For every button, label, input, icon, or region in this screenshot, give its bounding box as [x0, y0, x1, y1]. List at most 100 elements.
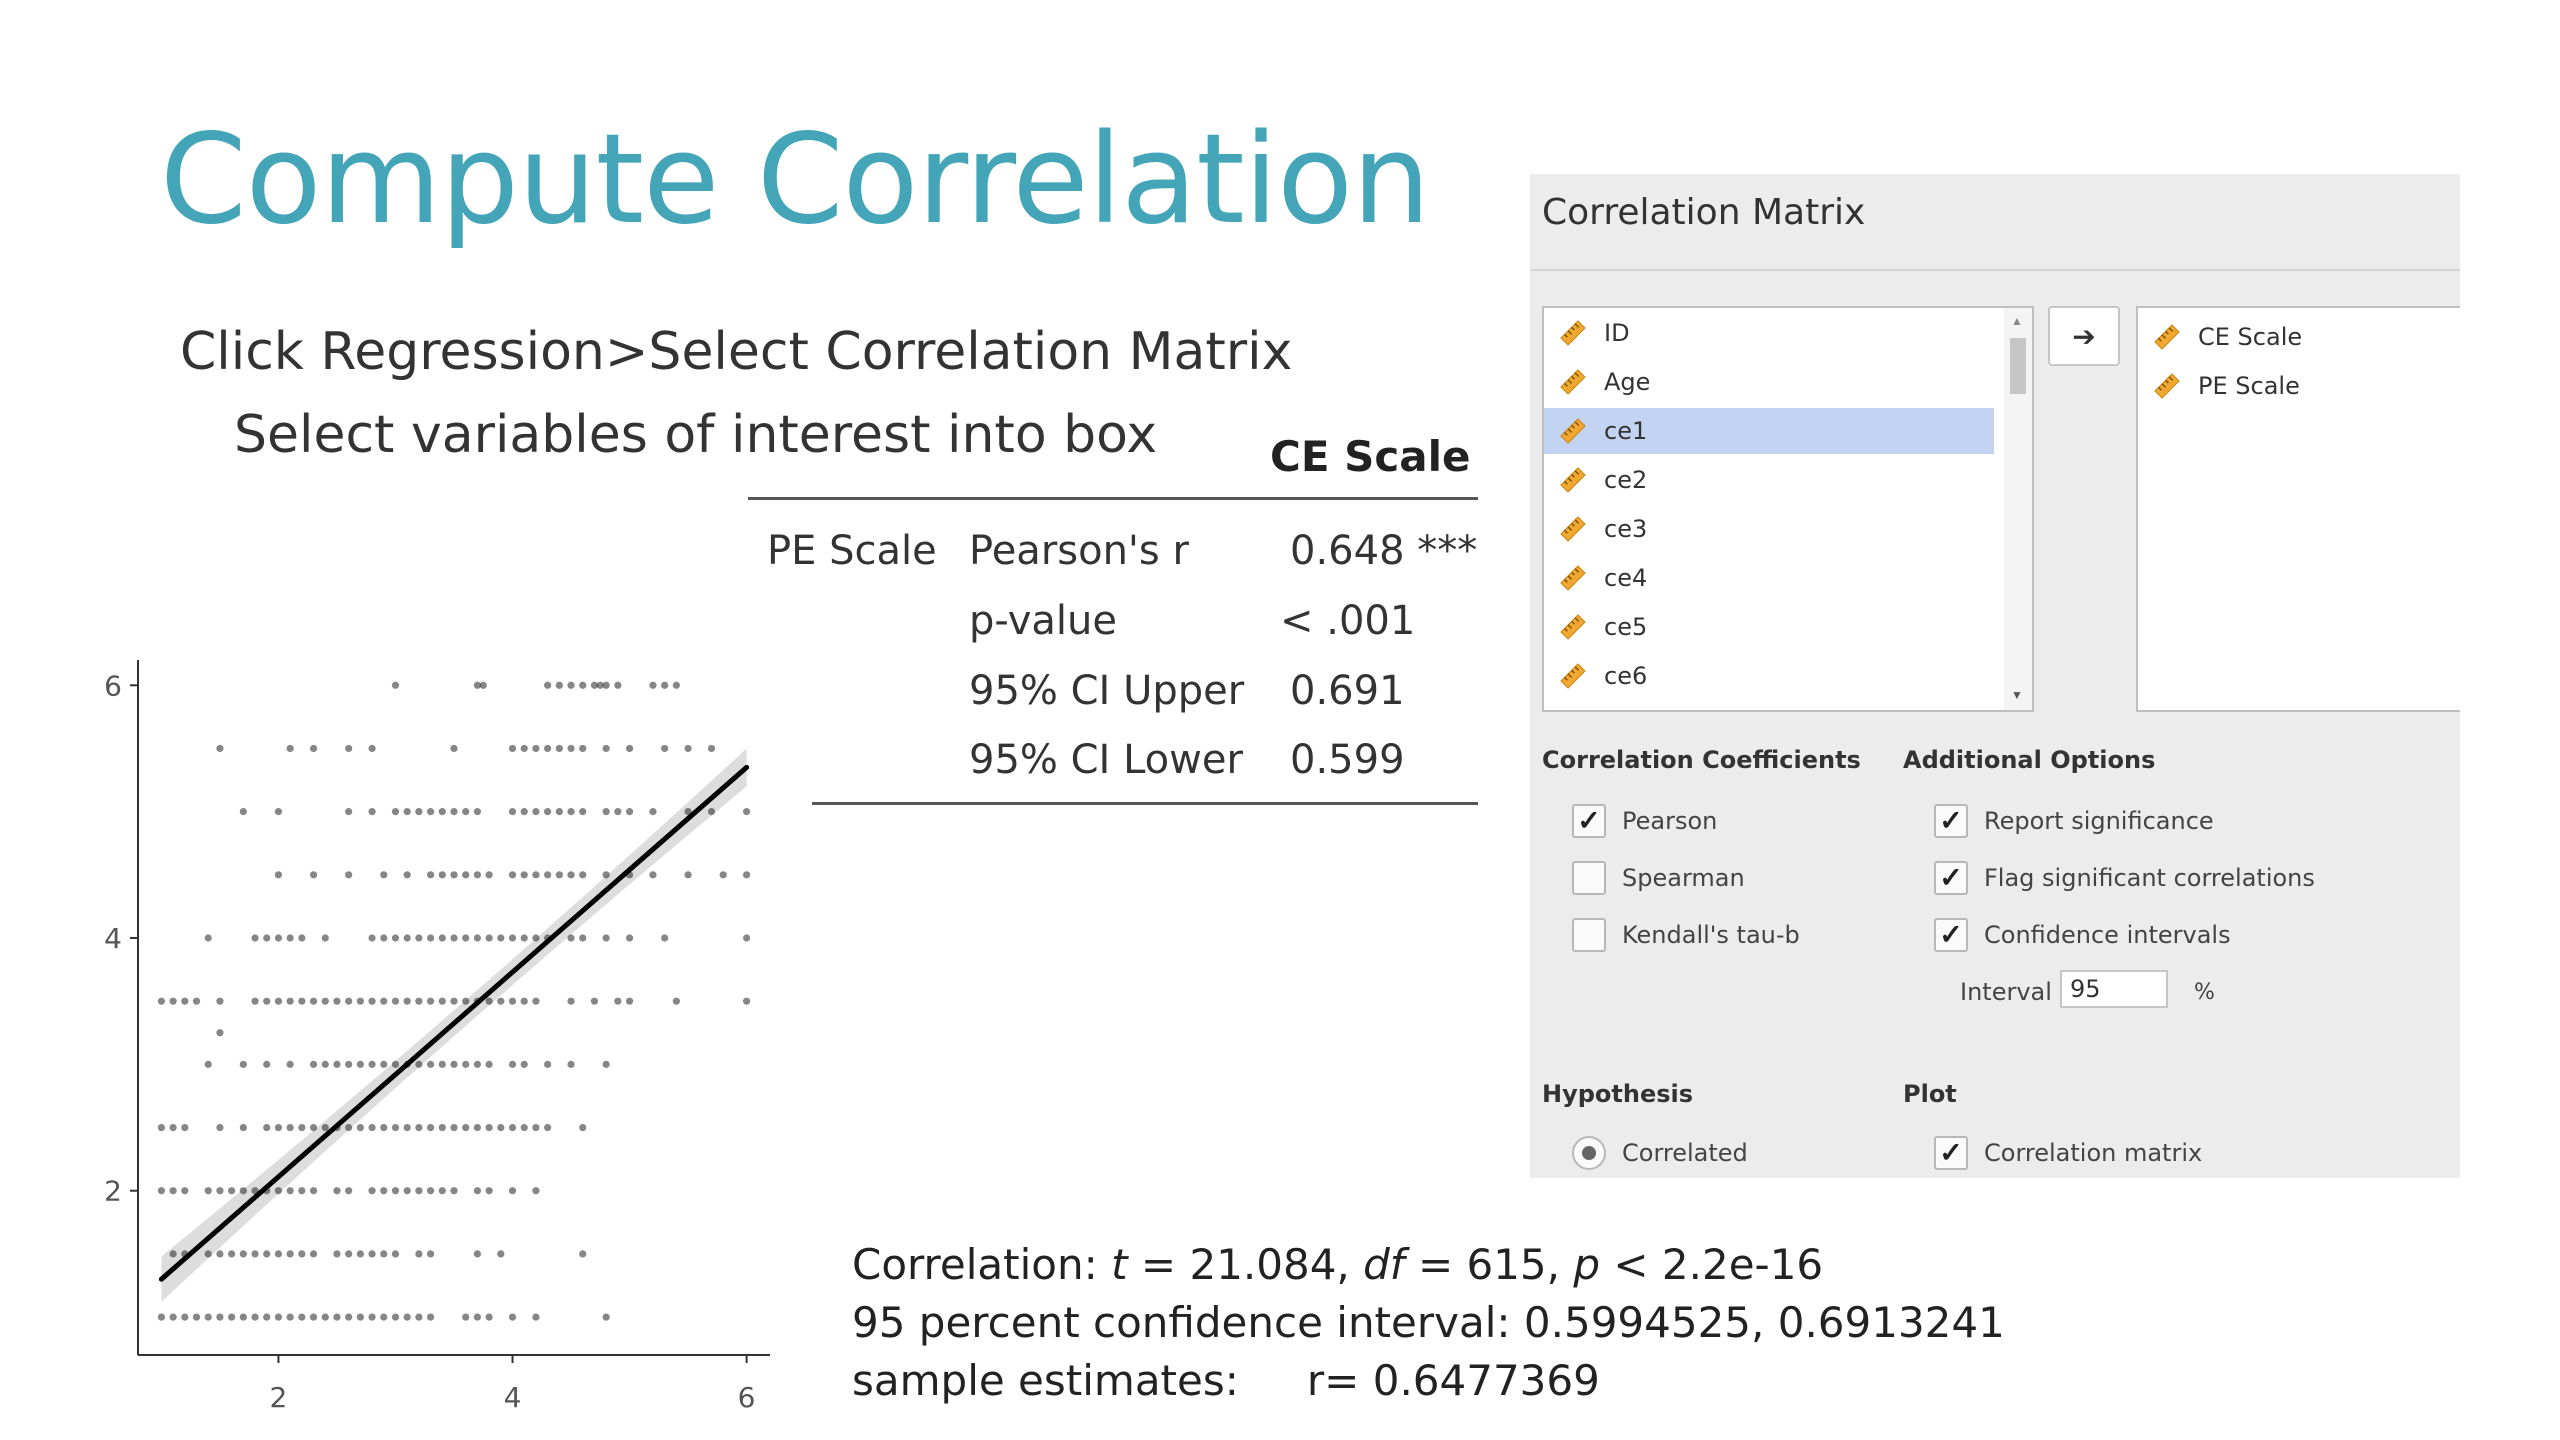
- data-point: [485, 997, 493, 1005]
- data-point: [473, 1250, 482, 1258]
- data-point: [298, 1313, 306, 1321]
- data-point: [239, 1250, 247, 1258]
- data-point: [450, 808, 458, 816]
- data-point: [485, 934, 493, 942]
- data-point: [602, 934, 610, 942]
- variable-item-ce2[interactable]: ce2: [1544, 457, 1994, 503]
- data-point: [497, 997, 505, 1005]
- table-row-label: PE Scale: [767, 528, 937, 574]
- regression-line: [158, 764, 750, 1282]
- checkbox-box[interactable]: [1572, 861, 1606, 895]
- kendall-checkbox[interactable]: Kendall's tau-b: [1572, 918, 1800, 952]
- data-point: [567, 934, 575, 942]
- variable-list[interactable]: ID Age ce1 ce2 ce3 ce4 ce5 ce6 ▲ ▼: [1542, 306, 2034, 712]
- scrollbar-thumb[interactable]: [2010, 338, 2026, 394]
- variable-label: ce5: [1604, 613, 1648, 641]
- data-point: [391, 934, 400, 942]
- interval-input[interactable]: 95: [2060, 970, 2168, 1008]
- variable-list-scrollbar[interactable]: ▲ ▼: [2004, 308, 2032, 710]
- checkbox-box[interactable]: ✓: [1934, 804, 1968, 838]
- data-point: [520, 934, 528, 942]
- data-point: [462, 1313, 470, 1321]
- variable-item-age[interactable]: Age: [1544, 359, 1994, 405]
- data-point: [462, 997, 470, 1005]
- data-point: [380, 1250, 388, 1258]
- data-point: [263, 934, 271, 942]
- data-point: [462, 934, 470, 942]
- data-point: [216, 1123, 224, 1132]
- checkbox-box[interactable]: [1572, 918, 1606, 952]
- data-point: [602, 744, 610, 753]
- data-point: [321, 1060, 329, 1068]
- data-point: [649, 808, 657, 816]
- data-point: [345, 997, 353, 1005]
- data-point: [368, 1060, 376, 1068]
- data-point: [391, 1123, 400, 1132]
- data-point: [321, 1313, 329, 1321]
- data-point: [309, 1313, 318, 1321]
- checkbox-box[interactable]: ✓: [1934, 861, 1968, 895]
- data-point: [181, 997, 189, 1005]
- scroll-up-icon[interactable]: ▲: [2011, 314, 2023, 328]
- data-point: [368, 934, 376, 942]
- report-significance-checkbox[interactable]: ✓ Report significance: [1934, 804, 2214, 838]
- variable-item-partial[interactable]: [1544, 702, 1994, 710]
- data-point: [462, 1123, 470, 1132]
- data-point: [274, 1187, 283, 1195]
- flag-significant-checkbox[interactable]: ✓ Flag significant correlations: [1934, 861, 2315, 895]
- data-point: [192, 997, 201, 1005]
- move-variable-button[interactable]: ➔: [2048, 306, 2120, 366]
- data-point: [508, 1123, 517, 1132]
- data-point: [520, 1123, 528, 1132]
- data-point: [321, 1123, 329, 1132]
- pearson-checkbox[interactable]: ✓ Pearson: [1572, 804, 1717, 838]
- confidence-intervals-checkbox[interactable]: ✓ Confidence intervals: [1934, 918, 2231, 952]
- data-point: [661, 681, 669, 689]
- table-stat-ci-lower: 95% CI Lower: [969, 737, 1243, 783]
- checkbox-box[interactable]: ✓: [1572, 804, 1606, 838]
- data-point: [345, 1313, 353, 1321]
- data-point: [169, 997, 177, 1005]
- variable-item-ce6[interactable]: ce6: [1544, 653, 1994, 699]
- correlated-radio[interactable]: Correlated: [1572, 1136, 1748, 1170]
- data-point: [602, 681, 610, 689]
- scroll-down-icon[interactable]: ▼: [2011, 688, 2023, 702]
- data-point: [438, 1123, 446, 1132]
- target-item-pe-scale[interactable]: PE Scale: [2138, 363, 2460, 409]
- data-point: [649, 871, 657, 879]
- variable-item-ce4[interactable]: ce4: [1544, 555, 1994, 601]
- data-point: [345, 1123, 353, 1132]
- data-point: [216, 744, 224, 753]
- data-point: [251, 1313, 259, 1321]
- data-point: [263, 1313, 271, 1321]
- radio-button[interactable]: [1572, 1136, 1606, 1170]
- variable-item-ce5[interactable]: ce5: [1544, 604, 1994, 650]
- data-point: [286, 1060, 294, 1068]
- variable-item-ce3[interactable]: ce3: [1544, 506, 1994, 552]
- target-item-ce-scale[interactable]: CE Scale: [2138, 314, 2460, 360]
- data-point: [309, 871, 318, 879]
- spearman-checkbox[interactable]: Spearman: [1572, 861, 1745, 895]
- correlation-matrix-plot-checkbox[interactable]: ✓ Correlation matrix: [1934, 1136, 2202, 1170]
- data-point: [228, 1187, 236, 1195]
- checkbox-box[interactable]: ✓: [1934, 918, 1968, 952]
- data-point: [286, 1250, 294, 1258]
- data-point: [274, 997, 283, 1005]
- data-point: [263, 1060, 271, 1068]
- table-stat-pearson: Pearson's r: [969, 528, 1189, 574]
- data-point: [333, 1250, 341, 1258]
- scale-variable-icon: [1560, 565, 1586, 591]
- data-point: [602, 871, 610, 879]
- data-point: [368, 1313, 376, 1321]
- data-point: [157, 1187, 166, 1195]
- variable-item-id[interactable]: ID: [1544, 310, 1994, 356]
- scatter-plot: 2 4 6 2 4 6: [104, 660, 770, 1414]
- checkbox-box[interactable]: ✓: [1934, 1136, 1968, 1170]
- data-point: [426, 1123, 435, 1132]
- data-point: [426, 871, 435, 879]
- data-point: [508, 934, 517, 942]
- confidence-intervals-label: Confidence intervals: [1984, 921, 2231, 949]
- data-point: [579, 1250, 587, 1258]
- selected-variables-box[interactable]: CE Scale PE Scale: [2136, 306, 2460, 712]
- variable-item-ce1[interactable]: ce1: [1544, 408, 1994, 454]
